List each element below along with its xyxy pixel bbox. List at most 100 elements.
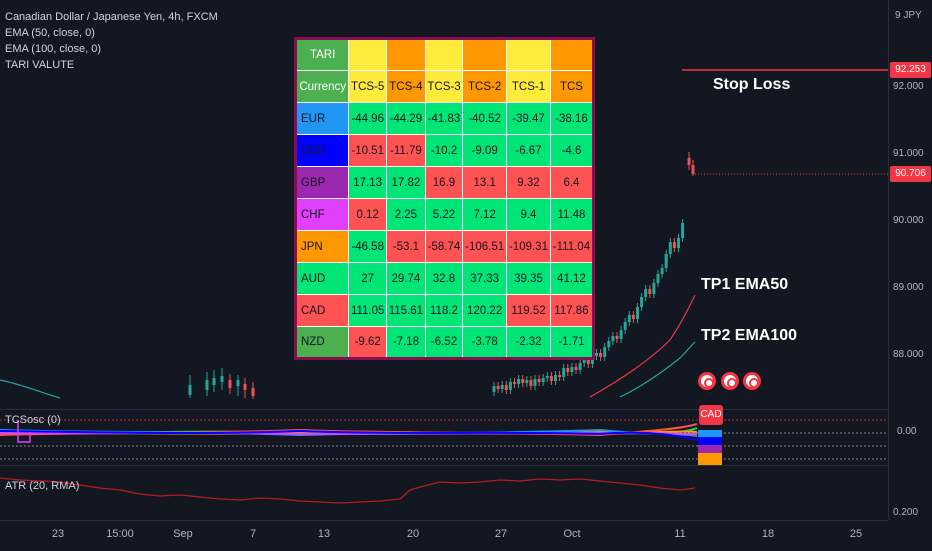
table-cell: -4.6	[549, 134, 595, 167]
candle-body	[672, 242, 676, 248]
table-cell: 39.35	[506, 262, 551, 295]
tp1-annotation: TP1 EMA50	[701, 276, 789, 293]
indicator-tari-label[interactable]: TARI VALUTE	[5, 59, 75, 71]
column-header: TCS-1	[506, 70, 551, 103]
table-cell: 17.13	[348, 166, 388, 199]
candles-right	[492, 152, 695, 396]
atr-canvas[interactable]	[0, 466, 888, 521]
table-cell: -58.74	[424, 230, 464, 263]
currency-label: USD	[294, 134, 350, 167]
column-header: TCS-2	[462, 70, 508, 103]
table-cell: -2.32	[506, 326, 551, 359]
currency-label: JPN	[294, 230, 350, 263]
main-chart-pane[interactable]: Canadian Dollar / Japanese Yen, 4h, FXCM…	[0, 0, 888, 408]
oscillator-label[interactable]: TCSosc (0)	[5, 414, 61, 426]
signal-marker-icon[interactable]	[743, 372, 761, 390]
table-cell: 9.32	[506, 166, 551, 199]
table-row: USD -10.51 -11.79 -10.2 -9.09 -6.67 -4.6	[294, 134, 595, 167]
currency-label: AUD	[294, 262, 350, 295]
candle-body	[554, 375, 557, 381]
price-tick: 89.000	[893, 282, 924, 293]
table-row: CHF 0.12 2.25 5.22 7.12 9.4 11.48	[294, 198, 595, 231]
candle-body	[619, 330, 623, 339]
header-color-cell	[424, 38, 464, 71]
table-cell: -46.58	[348, 230, 388, 263]
time-tick: Sep	[173, 528, 193, 540]
atr-pane[interactable]: ATR (20, RMA)	[0, 465, 888, 521]
column-header: TCS-3	[424, 70, 464, 103]
table-cell: 118.2	[424, 294, 464, 327]
header-color-cell	[348, 38, 388, 71]
candle-body	[517, 379, 521, 384]
table-cell: -6.52	[424, 326, 464, 359]
chart-legend: Canadian Dollar / Japanese Yen, 4h, FXCM…	[5, 9, 218, 73]
tcs-oscillator-pane[interactable]: TCSosc (0)	[0, 409, 888, 465]
ema50-line	[589, 294, 696, 398]
table-row: NZD -9.62 -7.18 -6.52 -3.78 -2.32 -1.71	[294, 326, 595, 359]
table-cell: 16.9	[424, 166, 464, 199]
candle-body	[664, 254, 668, 268]
atr-label[interactable]: ATR (20, RMA)	[5, 480, 80, 492]
time-tick: 23	[51, 528, 65, 540]
price-tick: 92.000	[893, 81, 924, 92]
signal-marker-icon[interactable]	[698, 372, 716, 390]
candle-body	[660, 268, 664, 274]
candle-body	[492, 386, 496, 392]
table-cell: 6.4	[549, 166, 595, 199]
candle-body	[595, 353, 598, 356]
currency-label: NZD	[294, 326, 350, 359]
candle-body	[570, 367, 574, 372]
table-row: CAD 111.05 115.61 118.2 120.22 119.52 117.86	[294, 294, 595, 327]
time-tick: Oct	[563, 528, 581, 540]
table-cell: 27	[348, 262, 388, 295]
candle-body	[590, 356, 594, 364]
table-cell: -9.62	[348, 326, 388, 359]
table-cell: 29.74	[386, 262, 426, 295]
table-cell: -11.79	[386, 134, 426, 167]
indicator-ema100-label[interactable]: EMA (100, close, 0)	[5, 43, 101, 55]
table-cell: 37.33	[462, 262, 508, 295]
candle-body	[508, 382, 512, 390]
time-axis[interactable]: 23 15:00 Sep 7 13 20 27 Oct 11 18 25	[0, 520, 888, 551]
signal-marker-icon[interactable]	[721, 372, 739, 390]
column-header: TCS-4	[386, 70, 426, 103]
candle-body	[681, 223, 685, 238]
table-cell: -38.16	[549, 102, 595, 135]
table-row: JPN -46.58 -53.1 -58.74 -106.51 -109.31 -111.0…	[294, 230, 595, 263]
table-cell: -39.47	[506, 102, 551, 135]
price-axis[interactable]: 9 JPY 92.253 92.000 91.000 90.706 90.000…	[888, 0, 932, 520]
tp2-annotation: TP2 EMA100	[701, 327, 798, 344]
indicator-ema50-label[interactable]: EMA (50, close, 0)	[5, 27, 95, 39]
osc-zero-tick: 0.00	[897, 426, 917, 437]
candle-body	[668, 242, 672, 254]
stop-loss-price-tag: 92.253	[890, 62, 931, 78]
candle-body	[529, 380, 533, 386]
oscillator-canvas[interactable]	[0, 410, 888, 465]
candle-body	[603, 347, 607, 357]
table-cell: -9.09	[462, 134, 508, 167]
price-tick: 90.000	[893, 215, 924, 226]
candle-body	[243, 384, 247, 390]
header-color-cell	[506, 38, 551, 71]
candle-body	[574, 367, 578, 370]
symbol-title[interactable]: Canadian Dollar / Japanese Yen, 4h, FXCM	[5, 11, 218, 23]
time-tick: 7	[249, 528, 257, 540]
candle-body	[537, 379, 541, 382]
candle-body	[188, 385, 192, 395]
candle-body	[500, 385, 504, 389]
table-row: GBP 17.13 17.82 16.9 13.1 9.32 6.4	[294, 166, 595, 199]
candle-body	[623, 322, 627, 330]
candle-body	[586, 359, 590, 364]
time-tick: 18	[761, 528, 775, 540]
table-cell: -10.2	[424, 134, 464, 167]
candle-body	[545, 376, 549, 378]
time-tick: 27	[494, 528, 508, 540]
table-cell: 7.12	[462, 198, 508, 231]
header-color-cell	[462, 38, 508, 71]
price-chart-canvas[interactable]	[0, 0, 888, 408]
currency-unit-label[interactable]: 9 JPY	[895, 10, 922, 21]
price-tick: 91.000	[893, 148, 924, 159]
table-cell: -41.83	[424, 102, 464, 135]
time-tick: 25	[849, 528, 863, 540]
candle-body	[607, 341, 611, 347]
